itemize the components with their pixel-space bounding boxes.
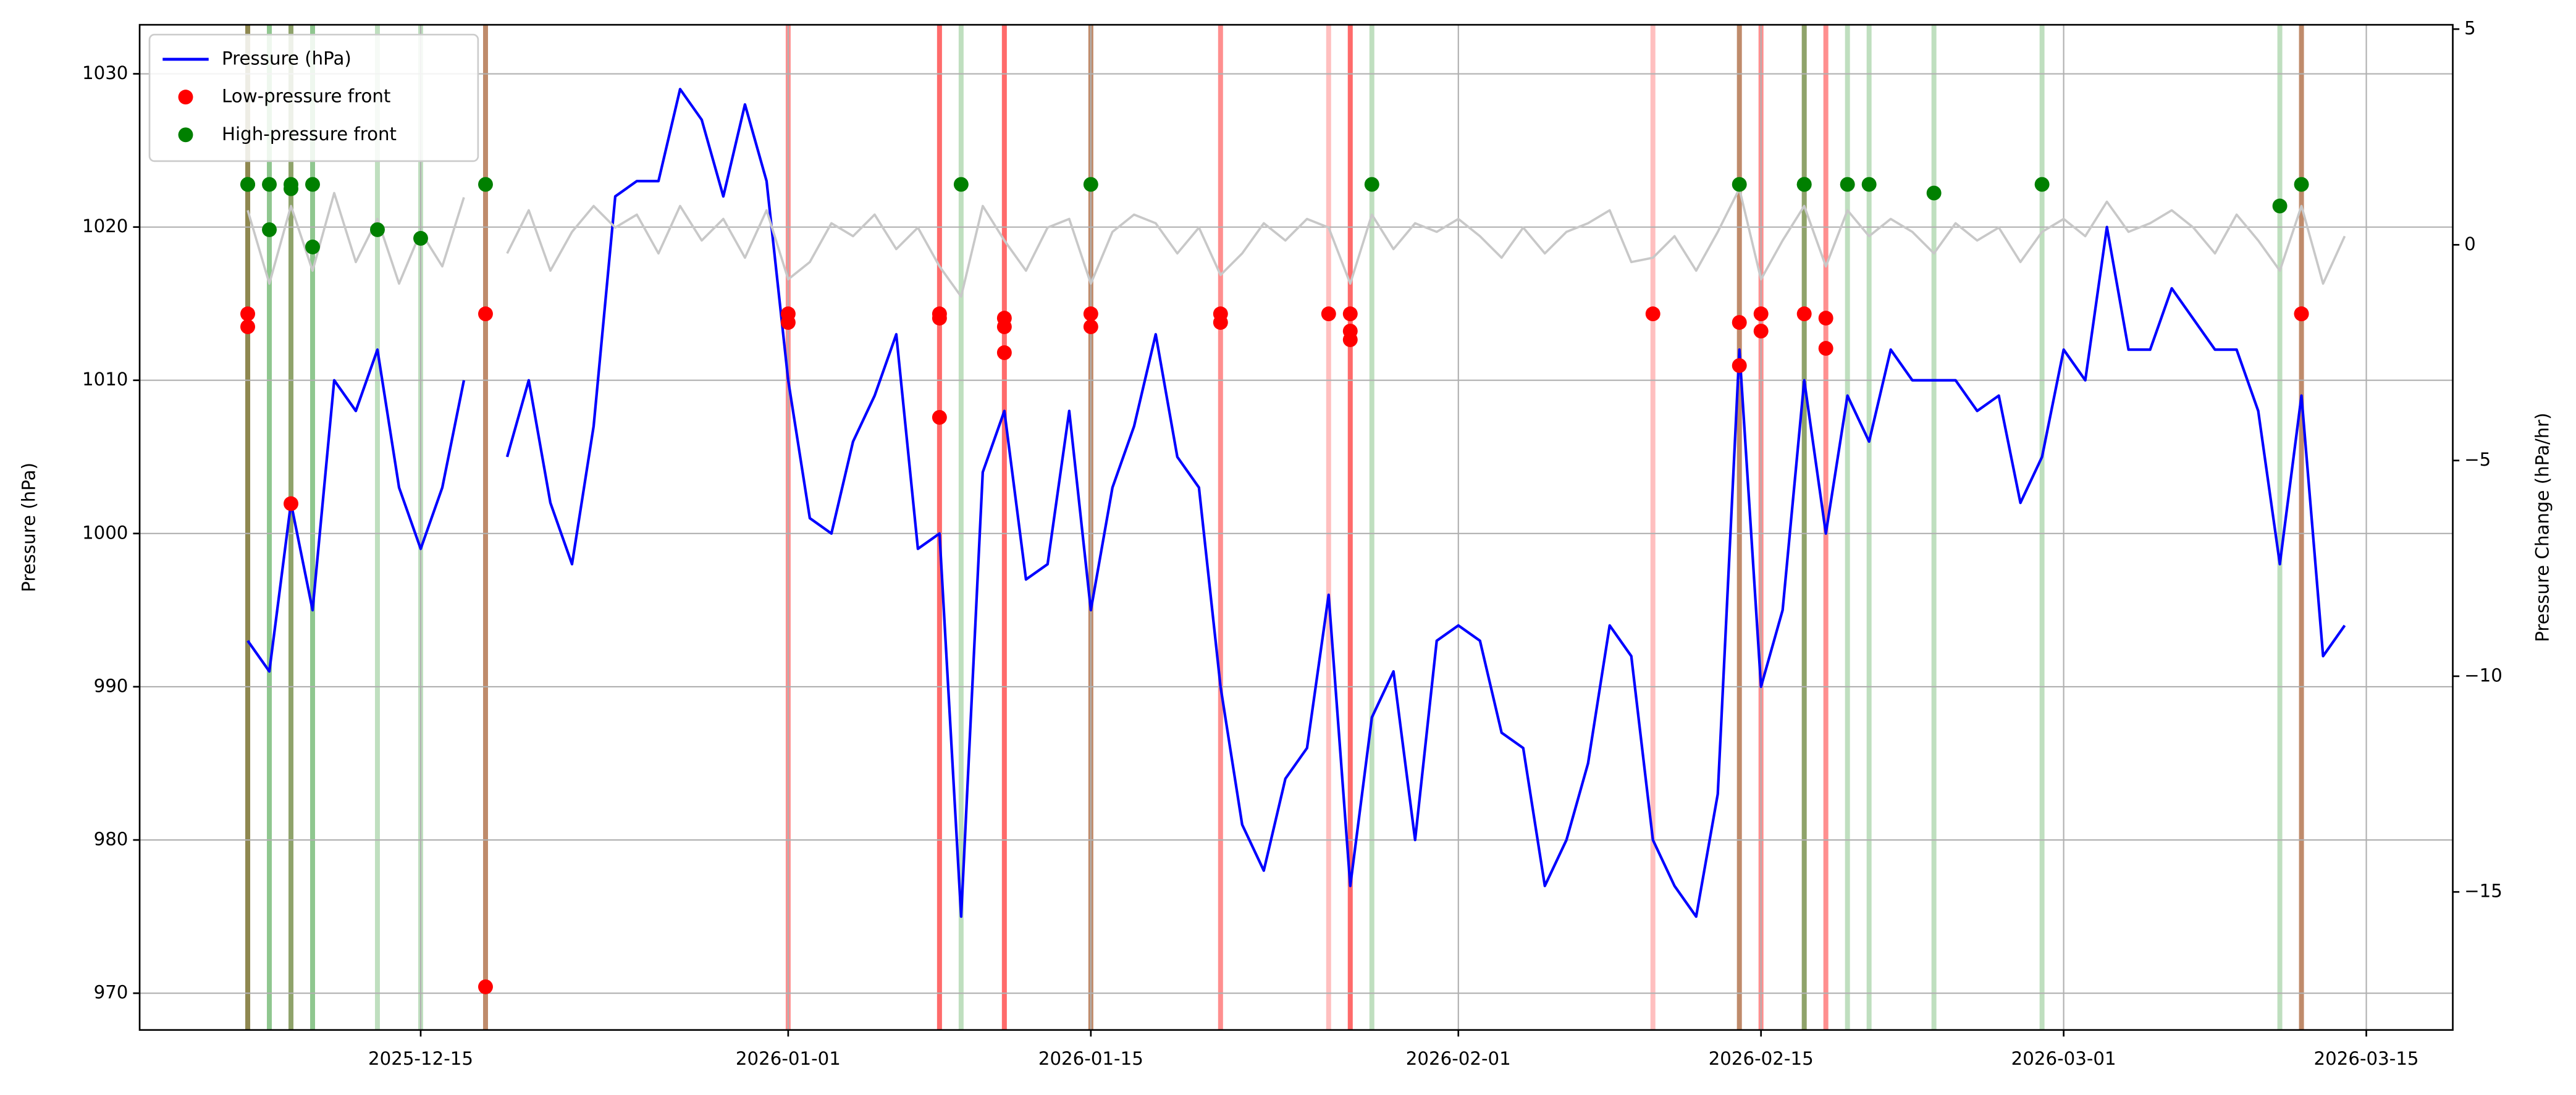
front-point	[1083, 319, 1098, 335]
front-point	[1753, 306, 1769, 322]
y-tick-label: 1010	[82, 369, 128, 390]
legend-marker	[178, 127, 193, 143]
plot	[240, 88, 2346, 994]
y2-tick-label: 0	[2464, 233, 2476, 254]
front-point	[932, 311, 947, 326]
front-point	[2294, 177, 2309, 192]
front-point	[2034, 177, 2050, 192]
x-tick-label: 2026-03-15	[2314, 1048, 2419, 1069]
front-point	[305, 239, 320, 254]
plot-frame	[138, 23, 2454, 1031]
line-series	[246, 88, 2346, 918]
front-point	[1213, 315, 1228, 330]
front-point	[370, 222, 385, 237]
front-point	[240, 319, 255, 335]
front-point	[1796, 306, 1812, 322]
front-point	[262, 222, 277, 237]
front-point	[1342, 306, 1358, 322]
legend-box	[148, 33, 479, 162]
front-point	[478, 306, 493, 322]
x-tick-label: 2025-12-15	[368, 1048, 473, 1069]
y-tick-label: 1000	[82, 522, 128, 543]
front-point	[1364, 177, 1379, 192]
front-point	[478, 979, 493, 994]
y-axis-label: Pressure (hPa)	[18, 463, 39, 592]
x-tick-label: 2026-02-15	[1709, 1048, 1814, 1069]
y2-tick-label: −15	[2464, 881, 2502, 902]
front-point	[1732, 177, 1747, 192]
y-tick-label: 1030	[82, 62, 128, 83]
front-point	[1645, 306, 1661, 322]
legend-label: Low-pressure front	[222, 86, 390, 107]
front-point	[262, 177, 277, 192]
front-point	[284, 496, 298, 511]
legend-label: Pressure (hPa)	[222, 48, 351, 69]
front-point	[1753, 324, 1769, 339]
y2-tick-label: −5	[2464, 449, 2491, 470]
front-point	[1732, 315, 1747, 330]
grid: 2025-12-15 2026-01-01 2026-01-15 2026-02-01…	[82, 18, 2502, 1069]
front-point	[284, 181, 298, 196]
y-tick-label: 1020	[82, 216, 128, 237]
legend-label: High-pressure front	[222, 124, 397, 145]
y-tick-label: 990	[94, 675, 128, 696]
front-point	[1083, 177, 1098, 192]
y2-tick-label: 5	[2464, 18, 2476, 39]
y-tick-label: 970	[94, 982, 128, 1003]
front-point	[780, 315, 796, 330]
front-point	[932, 409, 947, 425]
front-point	[953, 177, 969, 192]
line-series	[246, 187, 2346, 298]
front-point	[1840, 177, 1855, 192]
front-bands	[245, 25, 2304, 1030]
front-point	[1818, 311, 1833, 326]
legend-marker	[178, 90, 193, 105]
front-point	[1796, 177, 1812, 192]
front-point	[1818, 341, 1833, 356]
front-point	[2294, 306, 2309, 322]
front-point	[1732, 358, 1747, 373]
front-point	[240, 177, 255, 192]
x-tick-label: 2026-03-01	[2011, 1048, 2116, 1069]
front-point	[413, 230, 428, 246]
front-point	[1861, 177, 1877, 192]
front-point	[478, 177, 493, 192]
front-point	[2272, 198, 2288, 214]
x-tick-label: 2026-02-01	[1406, 1048, 1511, 1069]
x-tick-label: 2026-01-01	[736, 1048, 841, 1069]
y-tick-label: 980	[94, 829, 128, 850]
front-point	[305, 177, 320, 192]
y2-axis-label: Pressure Change (hPa/hr)	[2532, 413, 2553, 642]
front-point	[996, 345, 1012, 360]
front-point	[996, 319, 1012, 335]
legend: Pressure (hPa) Low-pressure front High-pre…	[148, 33, 479, 162]
front-point	[1321, 306, 1336, 322]
front-point	[1083, 306, 1098, 322]
front-point	[1342, 332, 1358, 348]
front-point	[240, 306, 255, 322]
x-tick-label: 2026-01-15	[1038, 1048, 1143, 1069]
front-point	[1926, 185, 1942, 201]
y2-tick-label: −10	[2464, 665, 2502, 686]
